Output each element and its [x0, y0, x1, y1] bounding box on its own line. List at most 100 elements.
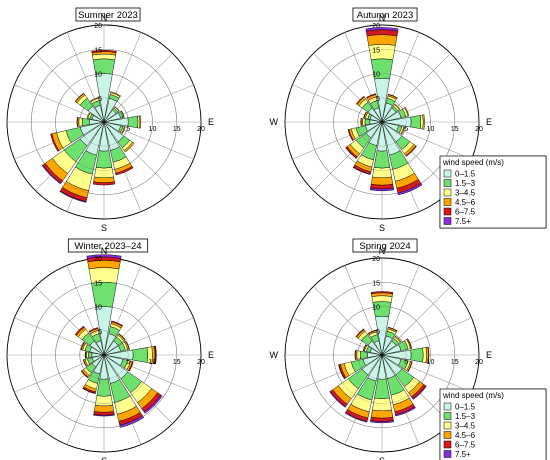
legend-label: 1.5–3 — [455, 412, 476, 421]
wind-sector — [364, 118, 371, 126]
wind-sector — [381, 354, 402, 366]
wind-sector — [103, 349, 134, 361]
radial-tick-label-n: 15 — [94, 47, 102, 54]
cardinal-label: E — [486, 117, 492, 127]
cardinal-label: E — [208, 117, 214, 127]
wind-sector — [367, 354, 383, 382]
legend-swatch — [443, 412, 452, 420]
wind-sector — [369, 119, 383, 125]
cardinal-label: N — [101, 246, 108, 256]
cardinal-label: S — [379, 223, 385, 233]
wind-sector — [410, 347, 424, 363]
wind-sector — [381, 102, 393, 123]
wind-sector — [356, 350, 361, 360]
legend-swatch — [443, 188, 452, 197]
panel-title-box — [352, 238, 418, 253]
wind-sector — [367, 352, 383, 358]
wind-sector — [366, 34, 398, 46]
legend-box — [439, 155, 547, 229]
legend-label: 0–1.5 — [455, 170, 476, 179]
wind-sector — [381, 344, 402, 356]
wind-sector — [373, 340, 383, 356]
grid-circle-overlay — [79, 97, 129, 147]
cardinal-label: E — [486, 350, 492, 360]
radial-tick-label-e: 15 — [173, 359, 181, 366]
wind-sector — [359, 350, 368, 360]
legend: wind speed (m/s) 0–1.51.5–33–4.54.5–66–7.… — [439, 388, 547, 460]
legend-title: wind speed (m/s) — [442, 158, 504, 167]
grid-circle-overlay — [55, 73, 153, 171]
grid-circle-overlay — [79, 330, 129, 380]
wind-sector — [88, 352, 93, 358]
legend-swatch — [443, 450, 452, 458]
wind-sector — [381, 116, 412, 128]
legend-label: 6–7.5 — [455, 208, 476, 217]
wind-sector — [372, 397, 392, 411]
wind-sector — [91, 354, 105, 368]
legend-swatch — [443, 402, 452, 411]
panel-title-box — [75, 7, 141, 22]
radial-tick-label-n: 10 — [94, 305, 102, 312]
cardinal-label: E — [208, 350, 214, 360]
grid-circle-overlay — [357, 330, 407, 380]
cardinal-label: S — [101, 223, 107, 233]
radial-tick-label-n: 20 — [372, 256, 380, 263]
panel-title: Winter 2023–24 — [74, 241, 141, 252]
radial-tick-label-e: 15 — [451, 359, 459, 366]
wind-sector — [95, 340, 105, 356]
radial-tick-label-e: 5 — [126, 359, 130, 366]
wind-sector — [381, 121, 399, 132]
wind-sector — [79, 121, 105, 147]
wind-sector — [103, 121, 121, 132]
legend-swatch — [443, 169, 452, 178]
cardinal-label: W — [270, 350, 279, 360]
radial-tick-label-n: 5 — [98, 329, 102, 336]
legend-label: 6–7.5 — [455, 441, 476, 450]
wind-sector — [103, 354, 129, 380]
panel-title: Spring 2024 — [359, 241, 410, 252]
wind-sector — [89, 119, 105, 125]
panel-title: Summer 2023 — [78, 10, 138, 21]
grid-circle-overlay — [31, 282, 177, 428]
legend-swatch — [443, 207, 452, 216]
wind-sector — [103, 340, 119, 356]
wind-sector — [370, 409, 394, 419]
wind-sector — [98, 121, 110, 152]
cardinal-label: W — [270, 117, 279, 127]
legend: wind speed (m/s) 0–1.51.5–33–4.54.5–66–7.… — [439, 155, 547, 229]
legend-swatch — [443, 198, 452, 206]
wind-sector — [91, 354, 105, 362]
radial-tick-label-e: 20 — [197, 126, 205, 133]
wind-sector — [372, 167, 392, 178]
radial-tick-label-n: 20 — [94, 256, 102, 263]
radial-tick-label-e: 5 — [404, 359, 408, 366]
radial-tick-label-e: 5 — [404, 126, 408, 133]
legend-title: wind speed (m/s) — [442, 391, 504, 400]
radial-tick-label-e: 10 — [149, 359, 157, 366]
cardinal-label: N — [379, 13, 386, 23]
legend-swatch — [443, 179, 452, 187]
grid-circle-overlay — [309, 282, 455, 428]
wind-sector — [375, 315, 389, 356]
wind-sector — [132, 347, 148, 363]
grid-circle-overlay — [333, 73, 431, 171]
wind-sector — [365, 121, 383, 139]
wind-sector — [362, 354, 383, 366]
legend-label: 0–1.5 — [455, 403, 476, 412]
radial-tick-label-e: 15 — [173, 126, 181, 133]
wind-sector — [103, 112, 121, 123]
legend-label: 4.5–6 — [455, 431, 476, 440]
radial-tick-label-e: 10 — [149, 126, 157, 133]
wind-sector — [376, 121, 388, 152]
cardinal-label: N — [379, 246, 386, 256]
radial-tick-label-n: 15 — [94, 280, 102, 287]
cardinal-label: W — [0, 350, 1, 360]
wind-sector — [381, 349, 412, 361]
radial-tick-label-e: 5 — [126, 126, 130, 133]
radial-tick-label-e: 15 — [451, 126, 459, 133]
legend-label: 7.5+ — [455, 217, 471, 226]
wind-sector — [94, 395, 114, 407]
